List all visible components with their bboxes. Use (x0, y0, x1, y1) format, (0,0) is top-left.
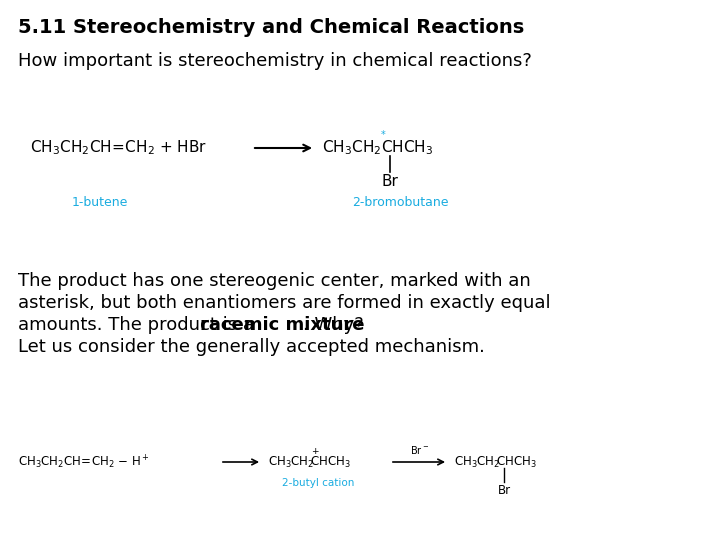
Text: 2-butyl cation: 2-butyl cation (282, 478, 354, 488)
Text: +: + (311, 447, 318, 456)
Text: Br: Br (498, 483, 510, 496)
Text: 5.11 Stereochemistry and Chemical Reactions: 5.11 Stereochemistry and Chemical Reacti… (18, 18, 524, 37)
Text: *: * (381, 130, 386, 140)
Text: CH$_3$CH$_2$: CH$_3$CH$_2$ (322, 139, 382, 157)
Text: Let us consider the generally accepted mechanism.: Let us consider the generally accepted m… (18, 338, 485, 356)
Text: Br: Br (382, 174, 398, 190)
Text: CH$_3$CH$_2$CH$\!=\!$CH$_2$ $-$ H$^+$: CH$_3$CH$_2$CH$\!=\!$CH$_2$ $-$ H$^+$ (18, 453, 150, 471)
Text: How important is stereochemistry in chemical reactions?: How important is stereochemistry in chem… (18, 52, 532, 70)
Text: CHCH$_3$: CHCH$_3$ (496, 455, 536, 470)
Text: CH$_3$CH$_2$CH$\!=\!$CH$_2$ + HBr: CH$_3$CH$_2$CH$\!=\!$CH$_2$ + HBr (30, 139, 207, 157)
Text: The product has one stereogenic center, marked with an: The product has one stereogenic center, … (18, 272, 531, 290)
Text: racemic mixture: racemic mixture (200, 316, 364, 334)
Text: 2-bromobutane: 2-bromobutane (352, 197, 449, 210)
Text: amounts. The product is a: amounts. The product is a (18, 316, 260, 334)
Text: . Why?: . Why? (303, 316, 364, 334)
Text: CHCH$_3$: CHCH$_3$ (310, 455, 351, 470)
Text: CH$_3$CH$_2$: CH$_3$CH$_2$ (454, 455, 500, 470)
Text: CHCH$_3$: CHCH$_3$ (381, 139, 433, 157)
Text: Br$^-$: Br$^-$ (410, 444, 429, 456)
Text: CH$_3$CH$_2$: CH$_3$CH$_2$ (268, 455, 315, 470)
Text: 1-butene: 1-butene (72, 197, 128, 210)
Text: asterisk, but both enantiomers are formed in exactly equal: asterisk, but both enantiomers are forme… (18, 294, 551, 312)
